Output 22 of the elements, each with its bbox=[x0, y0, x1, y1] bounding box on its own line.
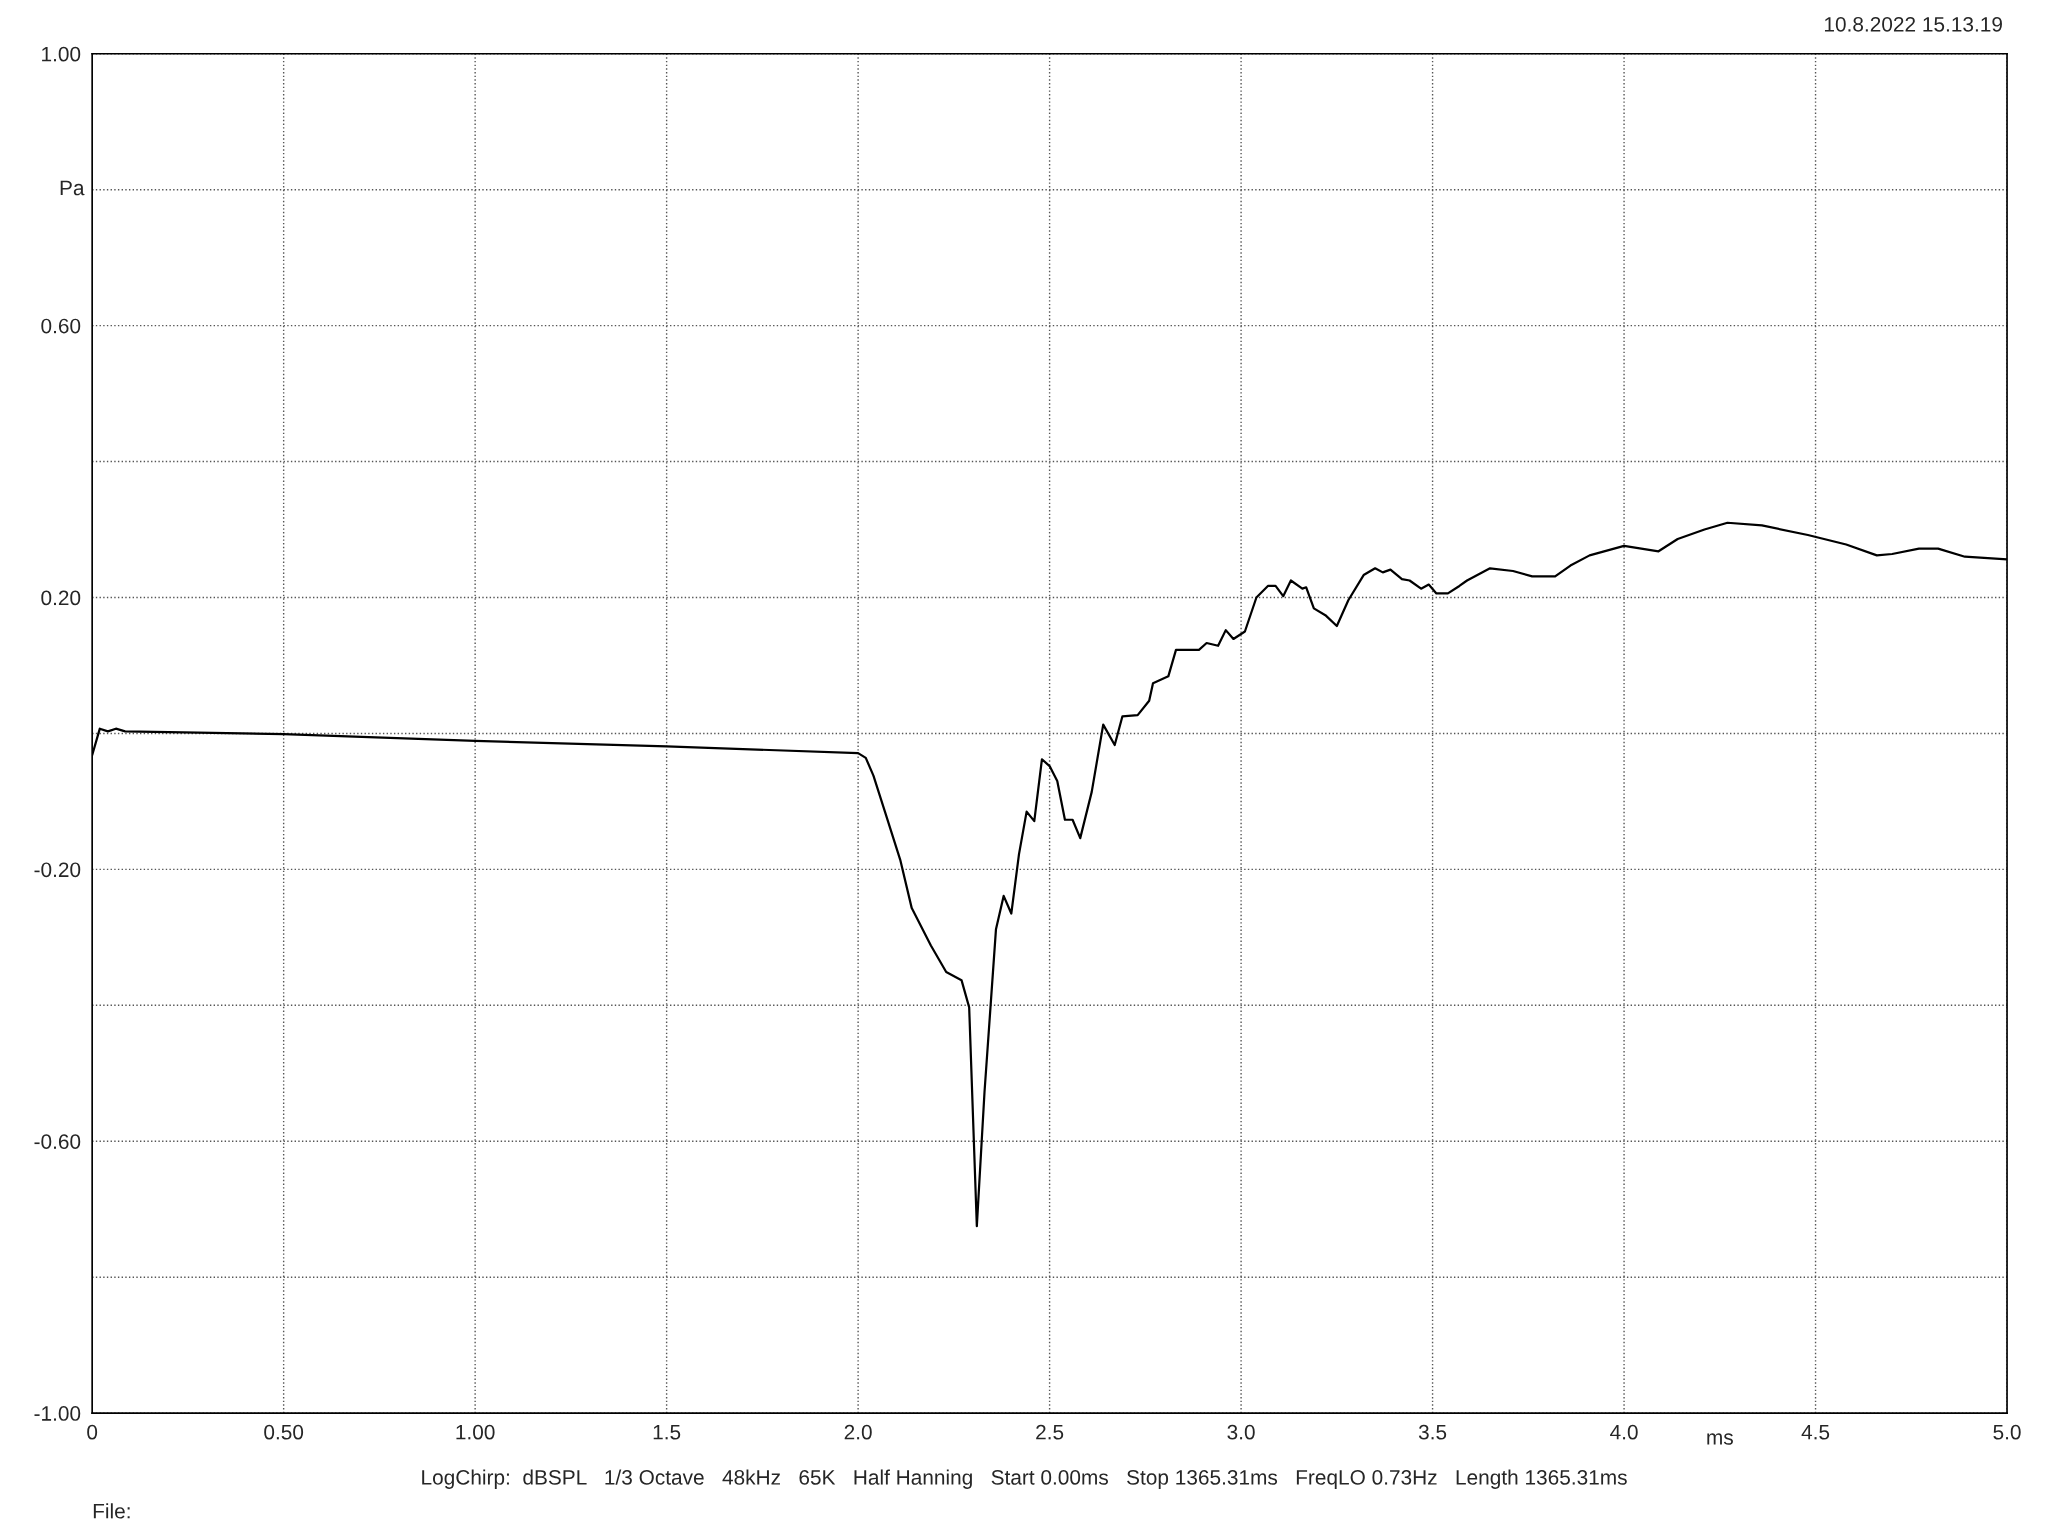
y-tick-label: 0.20 bbox=[41, 590, 81, 606]
y-tick-label: -1.00 bbox=[34, 1406, 81, 1421]
text: LogChirp: dBSPL 1/3 Octave 48kHz 65K Half Hanning Start 0.00ms Stop 1365.31ms FreqLO 0.73Hz Length 1365.31ms bbox=[422, 1469, 1627, 1489]
x-tick-label: 5.0 bbox=[1993, 1424, 2021, 1440]
y-tick-label: 1.00 bbox=[42, 46, 81, 62]
x-tick-label: 1.5 bbox=[653, 1425, 681, 1440]
y-axis-title: Pa bbox=[60, 180, 85, 196]
x-tick-label: 2.5 bbox=[1036, 1424, 1064, 1440]
x-tick-label: 2.0 bbox=[844, 1424, 872, 1440]
y-tick-label: -0.20 bbox=[34, 862, 81, 878]
x-tick-label: 4.0 bbox=[1610, 1424, 1638, 1440]
x-tick-label: 0.50 bbox=[264, 1424, 304, 1440]
x-tick-label: 3.0 bbox=[1227, 1424, 1255, 1440]
x-tick-label: 0 bbox=[87, 1424, 98, 1440]
x-tick-label: 3.5 bbox=[1418, 1424, 1447, 1440]
x-axis-title: ms bbox=[1707, 1433, 1733, 1445]
text: 10.8.2022 15.13.19 bbox=[1824, 16, 2002, 32]
x-tick-label: 1.00 bbox=[456, 1424, 495, 1440]
text: File: bbox=[93, 1503, 130, 1519]
y-tick-label: 0.60 bbox=[41, 318, 81, 334]
x-tick-label: 4.5 bbox=[1801, 1425, 1830, 1440]
y-tick-label: -0.60 bbox=[34, 1134, 81, 1149]
